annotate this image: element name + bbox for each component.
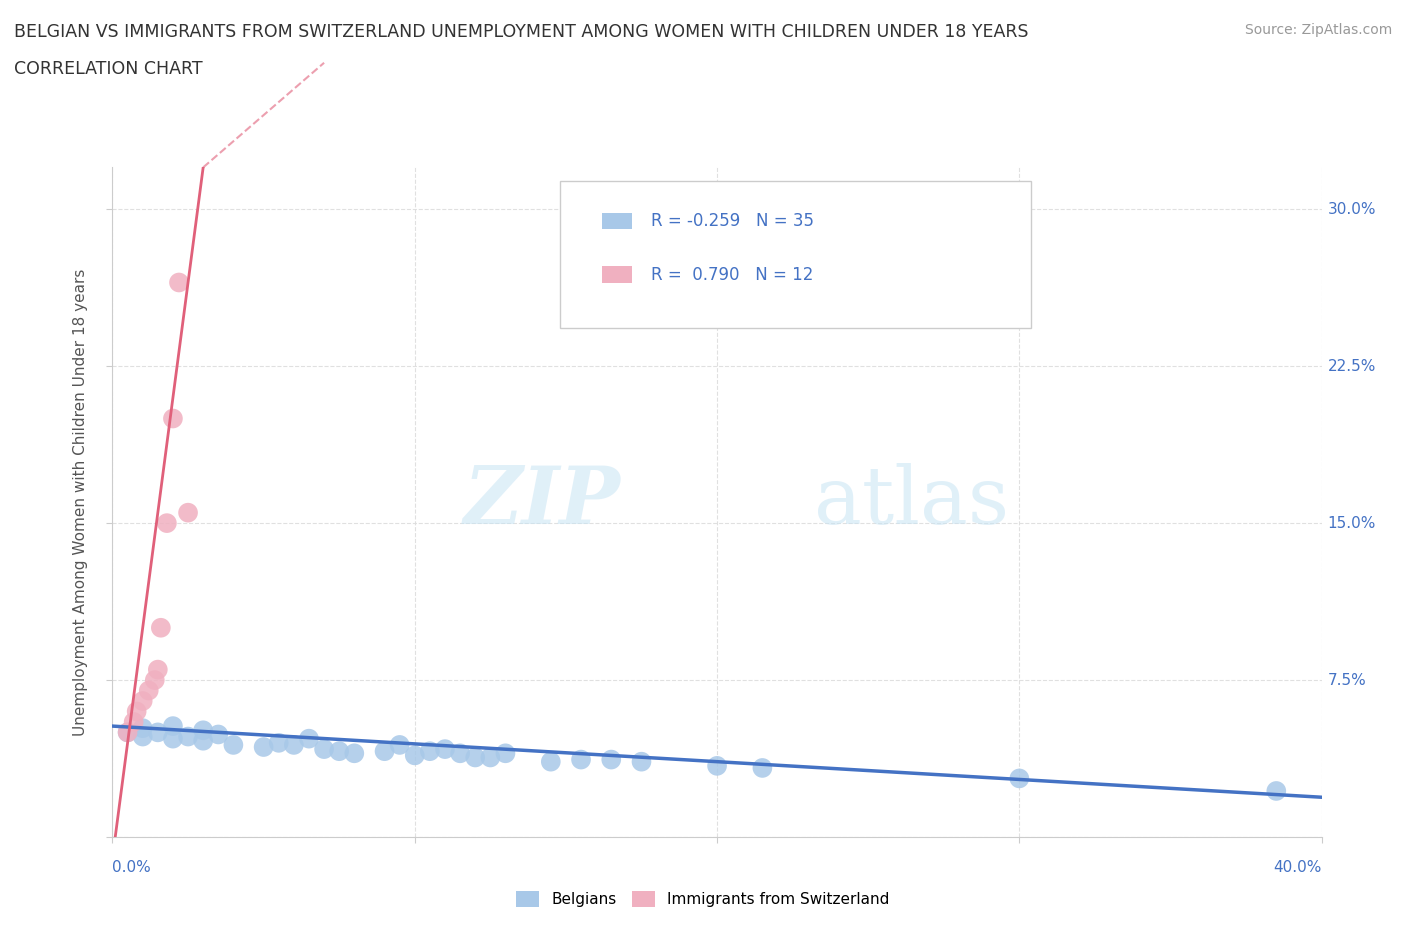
Text: 40.0%: 40.0% <box>1274 860 1322 875</box>
Point <box>495 746 517 761</box>
Text: 30.0%: 30.0% <box>1327 202 1376 217</box>
Point <box>433 742 456 757</box>
Point <box>751 761 773 776</box>
Point <box>343 746 366 761</box>
Point <box>540 754 562 769</box>
Text: R = -0.259   N = 35: R = -0.259 N = 35 <box>651 212 814 230</box>
Text: 0.0%: 0.0% <box>112 860 152 875</box>
Point <box>600 752 623 767</box>
Legend: Belgians, Immigrants from Switzerland: Belgians, Immigrants from Switzerland <box>510 884 896 913</box>
Point <box>191 733 214 748</box>
Text: atlas: atlas <box>814 463 1010 541</box>
Text: BELGIAN VS IMMIGRANTS FROM SWITZERLAND UNEMPLOYMENT AMONG WOMEN WITH CHILDREN UN: BELGIAN VS IMMIGRANTS FROM SWITZERLAND U… <box>14 23 1029 41</box>
Text: R =  0.790   N = 12: R = 0.790 N = 12 <box>651 266 813 284</box>
Point <box>117 725 139 740</box>
Point <box>283 737 305 752</box>
Point <box>1265 783 1288 798</box>
Point <box>207 727 229 742</box>
Point <box>630 754 652 769</box>
Text: 15.0%: 15.0% <box>1327 515 1376 531</box>
Text: ZIP: ZIP <box>464 463 620 541</box>
Point <box>464 750 486 764</box>
Point <box>177 505 200 520</box>
Point <box>122 714 145 729</box>
Text: Source: ZipAtlas.com: Source: ZipAtlas.com <box>1244 23 1392 37</box>
Point <box>162 411 184 426</box>
Point <box>125 704 148 719</box>
Point <box>132 721 155 736</box>
Point <box>314 742 336 757</box>
Point <box>328 744 350 759</box>
Point <box>388 737 411 752</box>
FancyBboxPatch shape <box>602 213 633 230</box>
Point <box>156 516 179 531</box>
Point <box>149 620 172 635</box>
Point <box>167 275 190 290</box>
Y-axis label: Unemployment Among Women with Children Under 18 years: Unemployment Among Women with Children U… <box>73 269 89 736</box>
Point <box>569 752 592 767</box>
Point <box>162 731 184 746</box>
Point <box>706 759 728 774</box>
Point <box>117 725 139 740</box>
Point <box>177 729 200 744</box>
FancyBboxPatch shape <box>560 180 1032 328</box>
Point <box>143 672 166 687</box>
Point <box>449 746 471 761</box>
Point <box>267 736 290 751</box>
Point <box>132 729 155 744</box>
Point <box>138 683 160 698</box>
Point <box>222 737 245 752</box>
FancyBboxPatch shape <box>602 266 633 283</box>
Point <box>419 744 441 759</box>
Point <box>298 731 321 746</box>
Point <box>479 750 502 764</box>
Point <box>404 748 426 763</box>
Point <box>146 725 169 740</box>
Point <box>191 723 214 737</box>
Text: 22.5%: 22.5% <box>1327 359 1376 374</box>
Point <box>253 739 276 754</box>
Point <box>162 719 184 734</box>
Point <box>132 694 155 709</box>
Text: CORRELATION CHART: CORRELATION CHART <box>14 60 202 78</box>
Point <box>1008 771 1031 786</box>
Point <box>146 662 169 677</box>
Text: 7.5%: 7.5% <box>1327 672 1367 687</box>
Point <box>374 744 396 759</box>
